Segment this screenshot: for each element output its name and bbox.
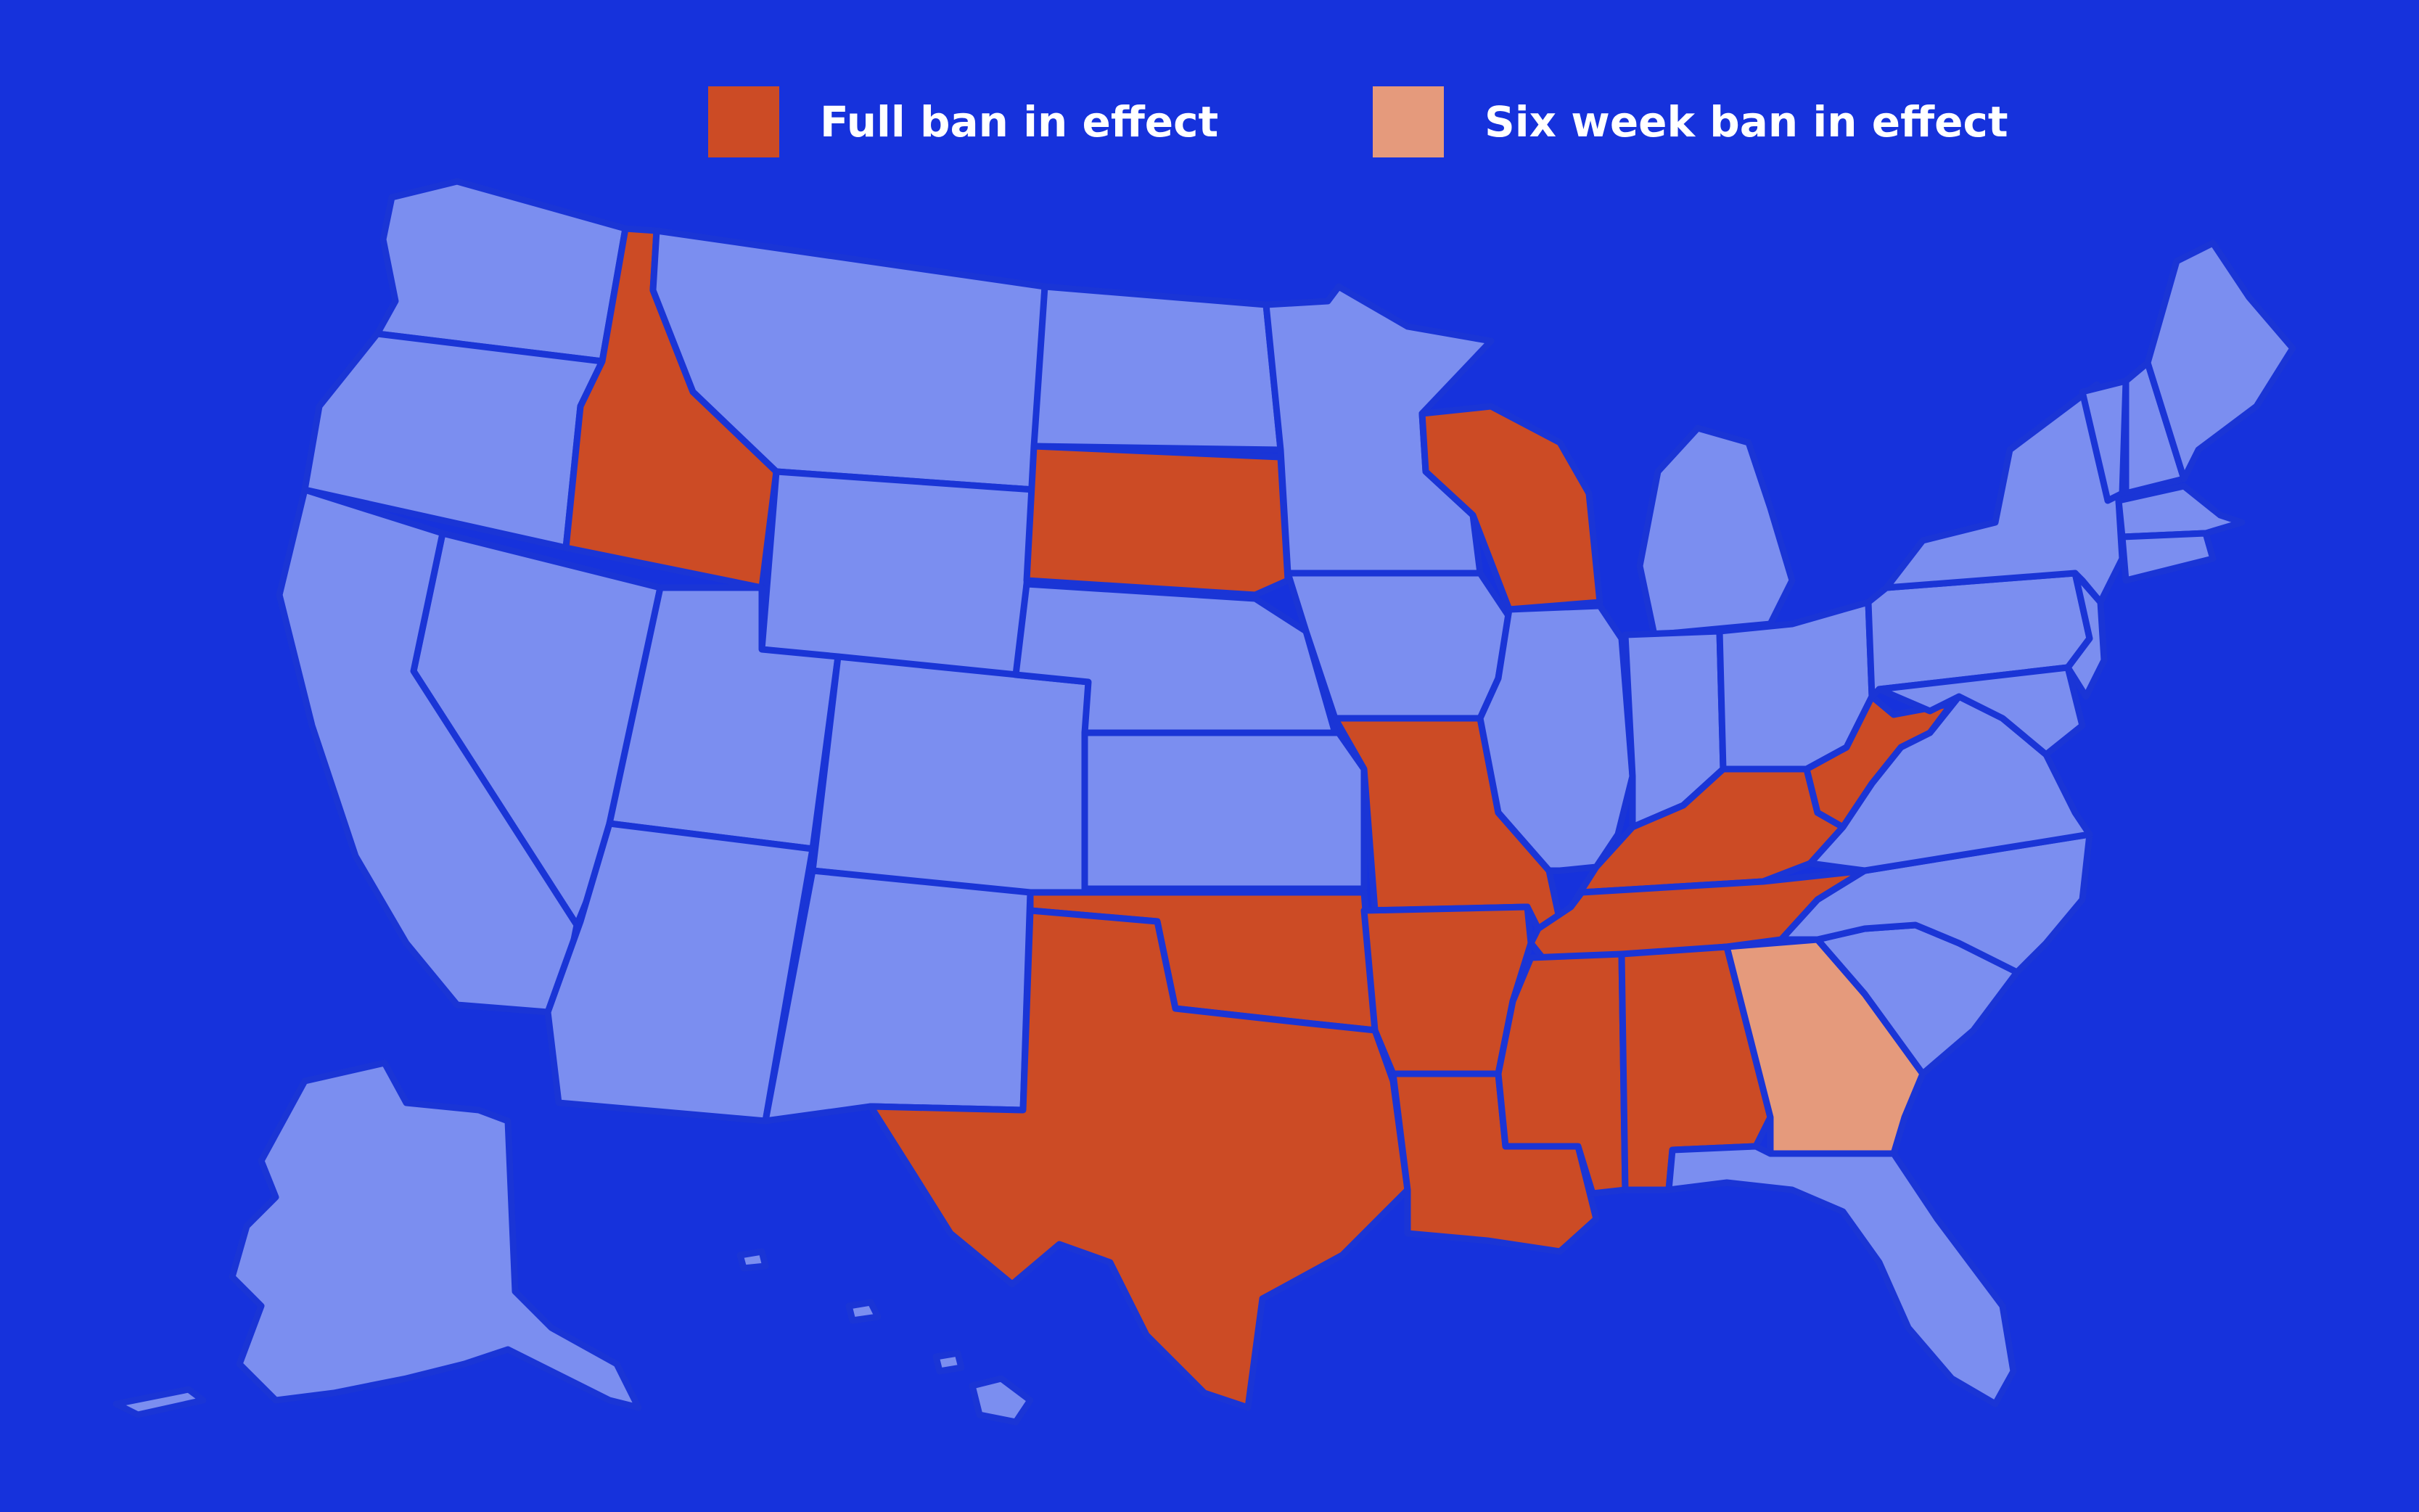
legend-label-full-ban: Full ban in effect xyxy=(820,97,1219,147)
state-nj xyxy=(2064,570,2108,700)
state-ct xyxy=(2119,530,2217,584)
state-il xyxy=(1477,602,1636,874)
state-nd xyxy=(1030,283,1284,453)
legend-label-six-week-ban: Six week ban in effect xyxy=(1484,97,2008,147)
six-week-ban-swatch xyxy=(1373,86,1444,157)
state-ak xyxy=(229,1059,642,1411)
state-md xyxy=(1876,664,2086,758)
state-vt xyxy=(2079,377,2130,504)
state-mi xyxy=(1636,424,1796,638)
state-wa xyxy=(374,178,629,365)
state-hi-2 xyxy=(932,1349,965,1375)
state-me xyxy=(2144,239,2296,482)
state-fl xyxy=(1665,1143,2017,1408)
state-tx xyxy=(867,907,1411,1411)
state-ma xyxy=(2115,482,2246,541)
state-hi-1 xyxy=(969,1375,1034,1426)
legend-item-six-week-ban: Six week ban in effect xyxy=(1373,86,2008,158)
state-ak-islands xyxy=(112,1386,207,1418)
full-ban-swatch xyxy=(708,86,779,157)
state-wy xyxy=(758,468,1038,682)
state-nm xyxy=(762,867,1034,1125)
state-wi xyxy=(1418,403,1603,613)
state-hi-3 xyxy=(845,1299,882,1324)
state-ca xyxy=(276,486,580,1019)
state-sd xyxy=(1023,443,1291,599)
state-ks xyxy=(1081,729,1368,892)
state-nc xyxy=(1778,831,2093,976)
state-co xyxy=(809,653,1092,903)
state-hi-4 xyxy=(736,1248,769,1272)
legend-item-full-ban: Full ban in effect xyxy=(708,86,1218,158)
